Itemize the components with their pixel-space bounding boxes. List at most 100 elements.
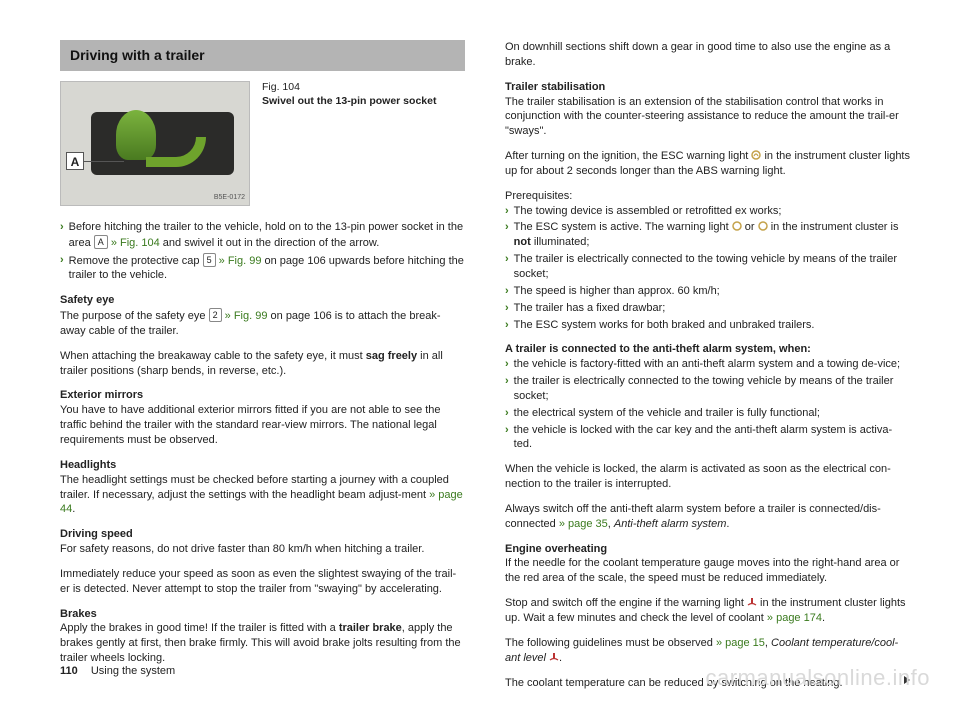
bullet-mark: ›	[505, 357, 509, 372]
esc-icon	[758, 221, 768, 231]
body-text: After turning on the ignition, the ESC w…	[505, 150, 751, 162]
bullet-item: ›The trailer is electrically connected t…	[505, 252, 910, 282]
bullet-item: › The trailer has a fixed drawbar;	[505, 301, 910, 316]
fig-ref: » Fig. 99	[222, 310, 268, 322]
fig-ref: » Fig. 104	[108, 237, 160, 249]
paragraph: When attaching the breakaway cable to th…	[60, 349, 465, 379]
box-ref: A	[94, 235, 108, 249]
paragraph: Driving speed For safety reasons, do not…	[60, 527, 465, 557]
bullet-mark: ›	[505, 374, 509, 404]
paragraph: Headlights The headlight settings must b…	[60, 458, 465, 517]
paragraph: Immediately reduce your speed as soon as…	[60, 567, 465, 597]
bullet-mark: ›	[505, 318, 509, 333]
bullet-text: the electrical system of the vehicle and…	[514, 406, 820, 421]
page-ref: » page 15	[716, 637, 765, 649]
subheading: Headlights	[60, 459, 116, 471]
italic-text: Anti-theft alarm system	[614, 518, 726, 530]
section-heading: Driving with a trailer	[60, 40, 465, 71]
box-ref: 2	[209, 308, 222, 322]
subheading: Exterior mirrors	[60, 389, 143, 401]
body-text: You have to have additional exterior mir…	[60, 404, 441, 446]
body-text: Stop and switch off the engine if the wa…	[505, 597, 747, 609]
esc-icon	[751, 150, 761, 160]
body-text: For safety reasons, do not drive faster …	[60, 543, 424, 555]
bullet-item: › Remove the protective cap 5 » Fig. 99 …	[60, 253, 465, 284]
body-text: .	[72, 503, 75, 515]
bullet-text: Remove the protective cap	[69, 255, 203, 267]
body-text: .	[559, 652, 562, 664]
bullet-text: The towing device is assembled or retrof…	[514, 204, 782, 219]
figure-caption: Fig. 104 Swivel out the 13-pin power soc…	[262, 81, 436, 108]
coolant-icon	[747, 597, 757, 607]
body-text: The following guidelines must be observe…	[505, 637, 716, 649]
bullet-item: › the vehicle is factory-fitted with an a…	[505, 357, 910, 372]
subheading: Trailer stabilisation	[505, 81, 605, 93]
page-number: 110	[60, 665, 78, 677]
page-footer: 110 Using the system	[60, 664, 175, 679]
bullet-text: the vehicle is factory-fitted with an an…	[514, 357, 900, 372]
right-column: On downhill sections shift down a gear i…	[505, 40, 910, 700]
body-text: .	[726, 518, 729, 530]
coolant-icon	[549, 652, 559, 662]
bullet-mark: ›	[505, 252, 509, 282]
bullet-item: ›The speed is higher than approx. 60 km/…	[505, 284, 910, 299]
body-text: The headlight settings must be checked b…	[60, 474, 449, 501]
body-text: .	[822, 612, 825, 624]
paragraph: Always switch off the anti-theft alarm s…	[505, 502, 910, 532]
figure-number: Fig. 104	[262, 81, 436, 95]
body-text: The trailer stabilisation is an extensio…	[505, 96, 899, 138]
bullet-item: › the electrical system of the vehicle an…	[505, 406, 910, 421]
bullet-mark: ›	[505, 204, 509, 219]
bullet-item: › The towing device is assembled or retro…	[505, 204, 910, 219]
bullet-item: ›The ESC system is active. The warning l…	[505, 220, 910, 250]
footer-section: Using the system	[91, 665, 175, 677]
subheading: Engine overheating	[505, 543, 607, 555]
prereq-label: Prerequisites:	[505, 189, 910, 204]
paragraph: After turning on the ignition, the ESC w…	[505, 149, 910, 179]
esc-icon	[732, 221, 742, 231]
paragraph: Stop and switch off the engine if the wa…	[505, 596, 910, 626]
page-ref: » page 35	[559, 518, 608, 530]
bullet-text: and swivel it out in the direction of th…	[160, 237, 380, 249]
paragraph: Exterior mirrors You have to have additi…	[60, 388, 465, 447]
figure-row: A B5E-0172 Fig. 104 Swivel out the 13-pi…	[60, 81, 465, 206]
body-text: The purpose of the safety eye	[60, 310, 209, 322]
antitheft-head: A trailer is connected to the anti-theft…	[505, 342, 910, 357]
figure-image: A B5E-0172	[60, 81, 250, 206]
bullet-text: The ESC system works for both braked and…	[514, 318, 815, 333]
bullet-mark: ›	[505, 220, 509, 250]
page-ref: » page 174	[767, 612, 822, 624]
bullet-item: › The ESC system works for both braked an…	[505, 318, 910, 333]
figure-label-a: A	[66, 152, 84, 170]
figure-code: B5E-0172	[214, 193, 245, 202]
bullet-mark: ›	[505, 406, 509, 421]
bullet-item: ›the trailer is electrically connected t…	[505, 374, 910, 404]
bullet-text: the trailer is electrically connected to…	[514, 374, 910, 404]
subheading: Safety eye	[60, 294, 114, 306]
body-text: Immediately reduce your speed as soon as…	[60, 568, 456, 595]
bullet-mark: ›	[60, 220, 64, 251]
left-column: Driving with a trailer A B5E-0172 Fig. 1…	[60, 40, 465, 700]
subheading: Brakes	[60, 608, 97, 620]
body-text: If the needle for the coolant temperatur…	[505, 557, 899, 584]
bullet-text: The trailer has a fixed drawbar;	[514, 301, 666, 316]
bold-text: trailer brake	[339, 622, 402, 634]
body-text: When attaching the breakaway cable to th…	[60, 350, 366, 362]
watermark: carmanualsonline.info	[705, 663, 930, 693]
subheading: Driving speed	[60, 528, 133, 540]
paragraph: Brakes Apply the brakes in good time! If…	[60, 607, 465, 666]
bullet-item: ›the vehicle is locked with the car key …	[505, 423, 910, 453]
figure-title: Swivel out the 13-pin power socket	[262, 95, 436, 107]
paragraph: Safety eye The purpose of the safety eye…	[60, 293, 465, 339]
bullet-mark: ›	[505, 301, 509, 316]
bullet-mark: ›	[505, 284, 509, 299]
bullet-mark: ›	[60, 253, 64, 284]
body-text: Apply the brakes in good time! If the tr…	[60, 622, 339, 634]
bullet-text: the vehicle is locked with the car key a…	[514, 423, 910, 453]
box-ref: 5	[203, 253, 216, 267]
paragraph: The following guidelines must be observe…	[505, 636, 910, 666]
paragraph: On downhill sections shift down a gear i…	[505, 40, 910, 70]
fig-ref: » Fig. 99	[216, 255, 262, 267]
paragraph: Trailer stabilisation The trailer stabil…	[505, 80, 910, 139]
bullet-item: › Before hitching the trailer to the veh…	[60, 220, 465, 251]
